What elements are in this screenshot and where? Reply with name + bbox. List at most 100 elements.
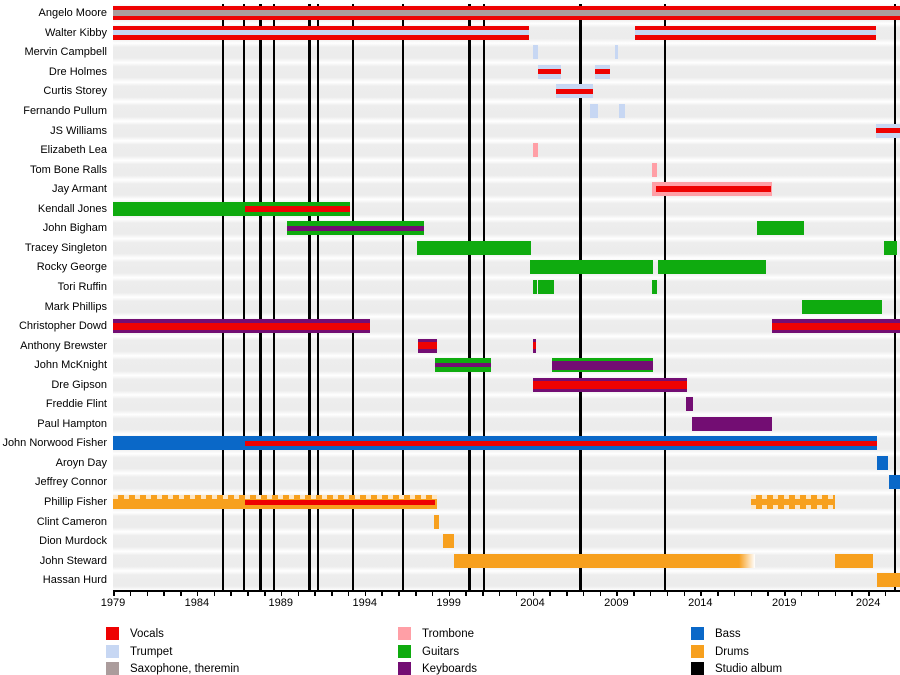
legend-item: Vocals xyxy=(106,627,386,641)
x-axis-tick xyxy=(314,591,316,596)
timeline-bar-drums xyxy=(113,495,437,510)
member-label: Mervin Campbell xyxy=(24,46,107,59)
timeline-stripe-vocals xyxy=(875,128,900,134)
timeline-stripe-vocals xyxy=(538,69,562,75)
x-axis-tick xyxy=(415,591,417,596)
member-label: Walter Kibby xyxy=(45,26,107,39)
x-axis-tick xyxy=(146,591,149,596)
timeline-stripe-vocals xyxy=(244,205,350,212)
timeline-stripe-vocals xyxy=(532,342,536,350)
x-axis-tick xyxy=(448,591,451,596)
x-axis-tick xyxy=(817,591,820,596)
timeline-bar-drums xyxy=(876,573,900,588)
timeline-bar-trumpet xyxy=(875,123,900,138)
timeline-bar-trumpet xyxy=(532,45,538,60)
x-axis-label: 1994 xyxy=(352,597,377,609)
timeline-stripe-vocals xyxy=(244,440,877,446)
x-axis-tick xyxy=(800,591,803,596)
legend-swatch xyxy=(106,627,119,640)
x-axis-tick xyxy=(683,591,686,596)
member-label: Freddie Flint xyxy=(45,398,107,411)
timeline-stripe-trumpet xyxy=(113,30,530,36)
fade-out-edge xyxy=(738,553,755,568)
timeline-stripe-vocals xyxy=(771,322,900,330)
x-axis-label: 2014 xyxy=(688,597,713,609)
x-axis-line xyxy=(113,590,900,592)
studio-album-line xyxy=(316,3,319,590)
member-label: Kendall Jones xyxy=(37,202,107,215)
x-axis-tick xyxy=(566,591,568,596)
timeline-bar-drums xyxy=(434,514,439,529)
timeline-bar-guitars xyxy=(884,240,897,255)
dashed-overlay xyxy=(750,495,836,500)
timeline-stripe-vocals xyxy=(556,88,593,94)
timeline-bar-guitars xyxy=(551,358,654,373)
legend-label: Bass xyxy=(715,628,741,640)
timeline-bar-trumpet xyxy=(595,64,610,79)
x-axis-label: 1989 xyxy=(268,597,294,609)
legend-swatch xyxy=(691,627,704,640)
member-label: John McKnight xyxy=(34,359,107,372)
x-axis-tick xyxy=(196,591,199,596)
member-label: Tom Bone Ralls xyxy=(29,163,107,176)
x-axis-tick xyxy=(213,591,216,596)
timeline-bar-keyboards xyxy=(113,319,370,334)
plot-area xyxy=(113,3,900,590)
legend-label: Trumpet xyxy=(130,645,173,658)
x-axis-tick xyxy=(784,591,786,596)
timeline-bar-keyboards xyxy=(532,338,536,353)
timeline-bar-drums xyxy=(442,534,455,549)
x-axis-tick xyxy=(482,591,484,596)
x-axis-tick xyxy=(666,591,669,596)
timeline-bar-guitars xyxy=(416,240,531,255)
timeline-bar-guitars xyxy=(113,201,350,216)
member-label: Dion Murdock xyxy=(39,535,107,548)
legend-swatch xyxy=(398,627,411,640)
timeline-bar-vocals xyxy=(113,6,900,21)
legend-item: Saxophone, theremin xyxy=(106,662,386,675)
x-axis-tick xyxy=(717,591,719,596)
timeline-bar-keyboards xyxy=(771,319,900,334)
timeline-bar-guitars xyxy=(435,358,492,373)
member-label: Aroyn Day xyxy=(55,456,107,469)
legend-item: Drums xyxy=(691,644,900,659)
timeline-bar-guitars xyxy=(756,221,805,236)
x-axis-tick xyxy=(431,591,434,596)
member-label: Hassan Hurd xyxy=(42,574,107,587)
x-axis-tick xyxy=(280,591,283,596)
member-label: Jeffrey Connor xyxy=(35,476,107,489)
timeline-stripe-keyboards xyxy=(551,360,654,370)
legend-item: Trombone xyxy=(398,627,678,641)
timeline-bar-vocals xyxy=(634,25,877,40)
x-axis-tick xyxy=(180,591,182,596)
member-label: John Steward xyxy=(39,554,107,567)
member-label: Tracey Singleton xyxy=(24,241,107,254)
x-axis-tick xyxy=(347,591,350,596)
timeline-bar-trumpet xyxy=(556,84,593,99)
timeline-stripe-keyboards xyxy=(435,363,492,368)
timeline-bar-guitars xyxy=(652,279,657,294)
timeline-stripe-vocals xyxy=(655,186,771,193)
dashed-overlay xyxy=(750,505,836,510)
studio-album-line xyxy=(351,3,355,590)
x-axis-tick xyxy=(297,591,300,596)
x-axis-tick xyxy=(582,591,585,596)
timeline-bar-bass xyxy=(113,436,877,451)
studio-album-line xyxy=(242,3,246,590)
timeline-stripe-keyboards xyxy=(286,225,425,231)
studio-album-line xyxy=(259,3,262,590)
legend-label: Vocals xyxy=(130,628,164,640)
x-axis-tick xyxy=(498,591,501,596)
timeline-bar-trombone xyxy=(533,143,539,158)
member-label: JS Williams xyxy=(50,124,107,137)
x-axis-tick xyxy=(163,591,165,596)
legend-swatch xyxy=(691,644,704,658)
timeline-bar-trumpet xyxy=(614,45,619,60)
timeline-bar-keyboards xyxy=(691,416,772,431)
timeline-bar-guitars xyxy=(801,299,883,314)
x-axis-tick xyxy=(633,591,635,596)
x-axis-tick xyxy=(616,591,618,596)
timeline-bar-keyboards xyxy=(686,397,693,412)
dashed-overlay xyxy=(113,495,437,500)
legend-item: Keyboards xyxy=(398,662,678,675)
